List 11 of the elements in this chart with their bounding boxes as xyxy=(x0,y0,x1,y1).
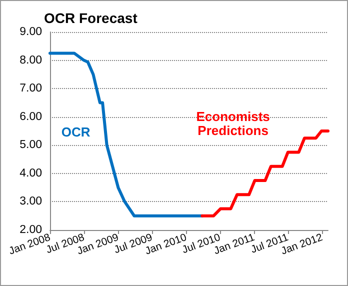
y-tick-label: 2.00 xyxy=(20,224,42,236)
y-tick-label: 8.00 xyxy=(20,54,42,66)
y-tick-label: 9.00 xyxy=(20,26,42,38)
series-label: OCR xyxy=(61,124,91,140)
y-tick-label: 7.00 xyxy=(20,82,42,95)
chart-title: OCR Forecast xyxy=(44,10,138,26)
y-tick-label: 4.00 xyxy=(20,167,42,180)
series-label: Economists Predictions xyxy=(196,109,270,138)
y-tick-label: 3.00 xyxy=(20,196,42,208)
y-tick-label: 5.00 xyxy=(20,139,42,152)
y-tick-label: 6.00 xyxy=(20,110,42,123)
